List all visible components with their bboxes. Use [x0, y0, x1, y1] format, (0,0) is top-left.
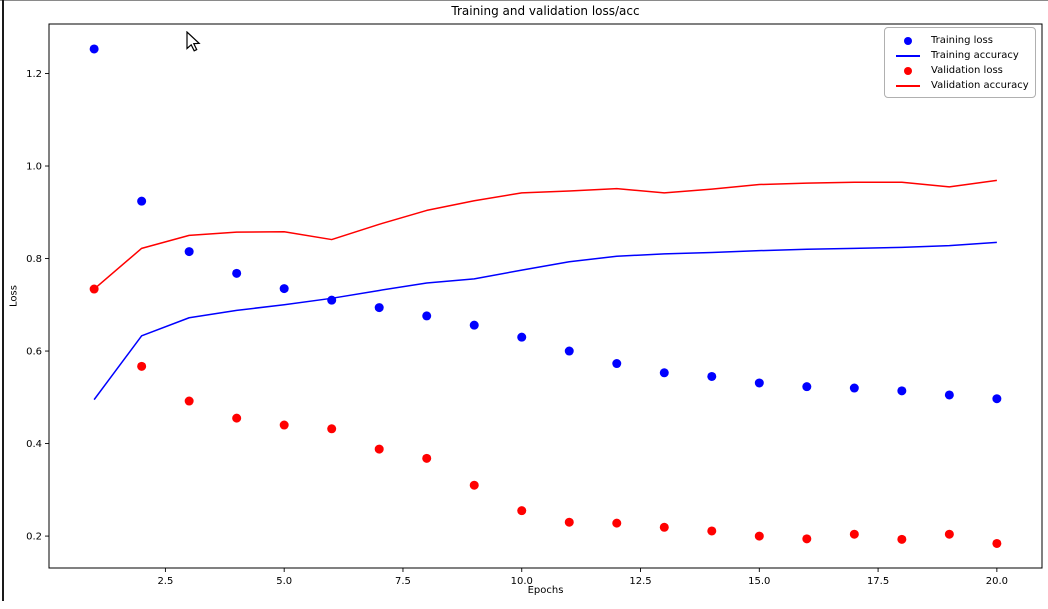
point-training-loss — [754, 378, 764, 388]
legend-marker-training-accuracy — [891, 54, 925, 57]
point-training-loss — [184, 247, 194, 257]
point-validation-loss — [279, 420, 289, 430]
legend-label: Validation accuracy — [931, 80, 1029, 91]
window-border-left — [2, 0, 4, 601]
legend-box: Training loss Training accuracy Validati… — [884, 27, 1036, 98]
y-tick-label: 0.4 — [26, 439, 42, 450]
point-validation-loss — [184, 396, 194, 406]
y-tick-label: 0.8 — [26, 254, 42, 265]
legend-marker-training-loss — [891, 36, 925, 45]
point-validation-loss — [327, 424, 337, 434]
window-border-top — [0, 0, 1048, 1]
point-validation-loss — [707, 526, 717, 536]
point-training-loss — [564, 346, 574, 356]
x-tick-label: 20.0 — [986, 576, 1008, 587]
plot-border — [48, 23, 1043, 569]
x-tick-label: 7.5 — [395, 576, 411, 587]
legend-label: Training accuracy — [931, 50, 1019, 61]
point-validation-loss — [517, 506, 527, 516]
legend-item-training-loss: Training loss — [891, 33, 1029, 48]
point-training-loss — [469, 320, 479, 330]
legend-marker-validation-loss — [891, 66, 925, 75]
point-training-loss — [612, 359, 622, 369]
point-validation-loss — [469, 480, 479, 490]
point-validation-loss — [612, 518, 622, 528]
point-validation-loss — [992, 538, 1002, 548]
series-line-training-accuracy — [93, 241, 997, 401]
legend-label: Validation loss — [931, 65, 1003, 76]
chart-title: Training and validation loss/acc — [451, 4, 640, 18]
point-validation-loss — [422, 453, 432, 463]
point-training-loss — [89, 44, 99, 54]
y-axis-label: Loss — [8, 285, 20, 307]
x-axis-label: Epochs — [527, 585, 564, 596]
x-tick-label: 5.0 — [276, 576, 292, 587]
point-training-loss — [232, 268, 242, 278]
point-validation-loss — [659, 522, 669, 532]
point-training-loss — [279, 284, 289, 294]
x-tick-label: 17.5 — [867, 576, 889, 587]
point-training-loss — [374, 303, 384, 313]
x-tick-label: 10.0 — [511, 576, 533, 587]
point-training-loss — [897, 386, 907, 396]
point-training-loss — [849, 383, 859, 393]
y-tick-label: 0.6 — [26, 347, 42, 358]
x-tick-label: 12.5 — [629, 576, 651, 587]
point-validation-loss — [849, 529, 859, 539]
y-tick-label: 0.2 — [26, 532, 42, 543]
y-tick-label: 1.0 — [26, 162, 42, 173]
point-training-loss — [517, 332, 527, 342]
series-line-validation-accuracy — [93, 179, 997, 290]
x-tick-label: 15.0 — [748, 576, 770, 587]
point-validation-loss — [754, 531, 764, 541]
point-training-loss — [327, 295, 337, 305]
point-validation-loss — [232, 413, 242, 423]
point-training-loss — [944, 390, 954, 400]
point-training-loss — [659, 368, 669, 378]
legend-marker-validation-accuracy — [891, 84, 925, 87]
point-training-loss — [802, 382, 812, 392]
legend-item-validation-accuracy: Validation accuracy — [891, 78, 1029, 93]
legend-item-validation-loss: Validation loss — [891, 63, 1029, 78]
mouse-cursor-icon — [186, 31, 201, 52]
y-tick-label: 1.2 — [26, 69, 42, 80]
point-validation-loss — [564, 517, 574, 527]
point-training-loss — [137, 196, 147, 206]
point-validation-loss — [137, 361, 147, 371]
x-tick-label: 2.5 — [157, 576, 173, 587]
legend-item-training-accuracy: Training accuracy — [891, 48, 1029, 63]
legend-label: Training loss — [931, 35, 993, 46]
point-training-loss — [422, 311, 432, 321]
point-validation-loss — [374, 444, 384, 454]
point-validation-loss — [802, 534, 812, 544]
point-training-loss — [707, 371, 717, 381]
point-validation-loss — [897, 534, 907, 544]
point-training-loss — [992, 394, 1002, 404]
point-validation-loss — [944, 529, 954, 539]
